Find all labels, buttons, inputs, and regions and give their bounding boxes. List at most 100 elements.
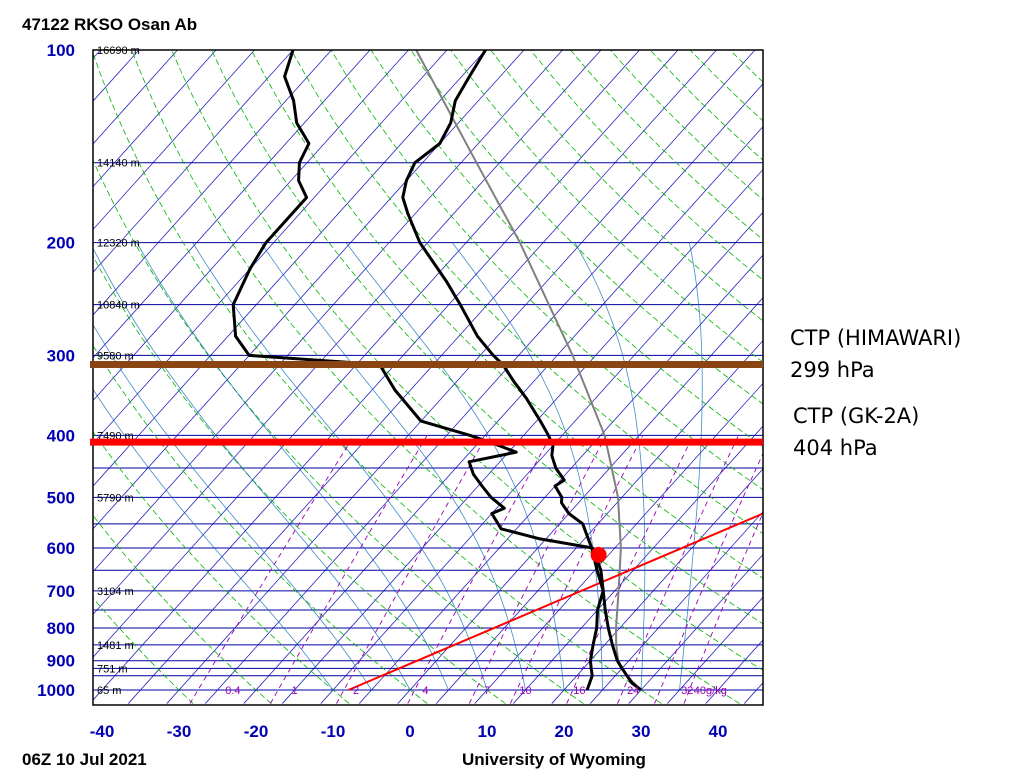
dry-adiabat-line xyxy=(211,50,763,625)
isotherm-line xyxy=(0,21,88,704)
dry-adiabat-line xyxy=(93,514,272,704)
isotherm-line xyxy=(743,682,763,704)
moist-adiabat-line xyxy=(93,323,372,691)
axis-labels: CTP (HIMAWARI) 299 hPa CTP (GK-2A) 404 hPa 1… xyxy=(37,41,961,741)
height-label: 5790 m xyxy=(97,492,134,504)
height-label: 16690 m xyxy=(97,45,140,57)
mixing-ratio-line xyxy=(654,452,763,704)
temperature-tick-label: 40 xyxy=(709,722,728,741)
isotherm-line xyxy=(93,50,333,316)
dry-adiabat-line xyxy=(490,50,763,322)
isotherm-line xyxy=(0,21,50,704)
mixing-ratio-label: 0.4 xyxy=(225,685,240,697)
temperature-tick-label: 0 xyxy=(405,722,414,741)
height-label: 12320 m xyxy=(97,238,140,250)
chart-title: 47122 RKSO Osan Ab xyxy=(22,15,197,34)
pressure-tick-label: 200 xyxy=(47,234,75,253)
moist-adiabat-line xyxy=(136,242,449,691)
isotherm-line xyxy=(93,50,294,273)
isotherm-line xyxy=(628,553,763,704)
mixing-ratio-line xyxy=(407,435,552,704)
plot-frame xyxy=(92,49,764,706)
pressure-tick-label: 800 xyxy=(47,619,75,638)
pressure-tick-label: 400 xyxy=(47,426,75,445)
ctp-lines xyxy=(90,360,763,446)
mixing-ratio-line xyxy=(270,435,428,704)
mixing-ratio-line xyxy=(189,435,355,704)
ctp-annotation-label: CTP (GK-2A) xyxy=(793,404,919,428)
moist-adiabat-line xyxy=(93,247,411,691)
height-label: 751 m xyxy=(97,663,128,675)
height-label: 65 m xyxy=(97,685,121,697)
pressure-tick-label: 600 xyxy=(47,539,75,558)
ctp-annotation-value: 404 hPa xyxy=(793,436,878,460)
mixing-ratio-label: 4 xyxy=(422,685,428,697)
dewpoint-profile xyxy=(231,50,605,691)
moist-adiabat-line xyxy=(574,242,646,691)
moist-adiabat-line xyxy=(192,242,488,691)
dry-adiabat-line xyxy=(93,52,662,704)
isotherm-line xyxy=(93,50,371,359)
moist-adiabat-line xyxy=(93,388,334,691)
pressure-tick-label: 700 xyxy=(47,582,75,601)
date-label: 06Z 10 Jul 2021 xyxy=(22,750,147,769)
dry-adiabat-line xyxy=(131,50,740,704)
moist-adiabat-line xyxy=(679,242,703,691)
mixing-ratio-label: 40g/kg xyxy=(694,685,727,697)
mixing-ratio-line xyxy=(509,435,644,704)
isotherm-line xyxy=(551,468,763,704)
dry-adiabat-line xyxy=(290,50,763,535)
temperature-tick-label: 10 xyxy=(478,722,497,741)
mixing-ratio-label: 24 xyxy=(627,685,639,697)
pressure-tick-label: 500 xyxy=(47,488,75,507)
isotherm-line xyxy=(0,21,11,704)
dry-adiabat-line xyxy=(93,431,350,704)
mixing-ratio-line xyxy=(468,435,607,704)
dry-adiabat-line xyxy=(410,50,763,405)
isotherm-line xyxy=(93,50,217,188)
pressure-tick-label: 300 xyxy=(47,346,75,365)
isotherm-line xyxy=(474,382,763,704)
highlight-point xyxy=(590,546,607,563)
source-label: University of Wyoming xyxy=(462,750,646,769)
isotherm-line xyxy=(93,50,179,145)
mixing-ratio-label: 10 xyxy=(519,685,531,697)
mixing-ratio-line xyxy=(617,435,739,704)
isotherm-line xyxy=(93,50,256,231)
height-label: 14140 m xyxy=(97,158,140,170)
height-label: 1481 m xyxy=(97,640,134,652)
moist-adiabat-line xyxy=(451,242,603,690)
isotherm-line xyxy=(860,21,1025,704)
ctp-annotation-value: 299 hPa xyxy=(790,358,875,382)
moist-adiabat-line xyxy=(260,242,526,691)
height-label: 9580 m xyxy=(97,350,134,362)
temperature-tick-label: -10 xyxy=(321,722,346,741)
temperature-tick-label: -40 xyxy=(90,722,115,741)
height-label: 3104 m xyxy=(97,586,134,598)
temperature-tick-label: -20 xyxy=(244,722,269,741)
diagonal-red-line xyxy=(348,512,763,691)
pressure-tick-label: 100 xyxy=(47,41,75,60)
mixing-ratio-label: 32 xyxy=(681,685,693,697)
temperature-tick-label: 20 xyxy=(555,722,574,741)
moist-adiabat-line xyxy=(345,242,565,691)
mixing-ratio-label: 7 xyxy=(484,685,490,697)
pressure-tick-label: 1000 xyxy=(37,681,75,700)
ctp-annotation-label: CTP (HIMAWARI) xyxy=(790,326,961,350)
mixing-ratio-label: 16 xyxy=(573,685,585,697)
dry-adiabat-line xyxy=(250,50,763,579)
mixing-ratio-label: 1 xyxy=(291,685,297,697)
mixing-ratio-line xyxy=(336,435,488,704)
temperature-tick-label: -30 xyxy=(167,722,192,741)
dry-adiabat-line xyxy=(729,50,763,83)
isotherm-line xyxy=(512,425,763,704)
temperature-tick-label: 30 xyxy=(632,722,651,741)
mixing-ratio-line xyxy=(683,511,763,704)
height-label: 10840 m xyxy=(97,300,140,312)
mixing-ratio-label: 2 xyxy=(353,685,359,697)
dry-adiabat-line xyxy=(93,255,506,704)
dry-adiabat-line xyxy=(93,344,428,704)
dry-adiabat-line xyxy=(93,597,194,704)
isotherm-line xyxy=(589,511,763,704)
